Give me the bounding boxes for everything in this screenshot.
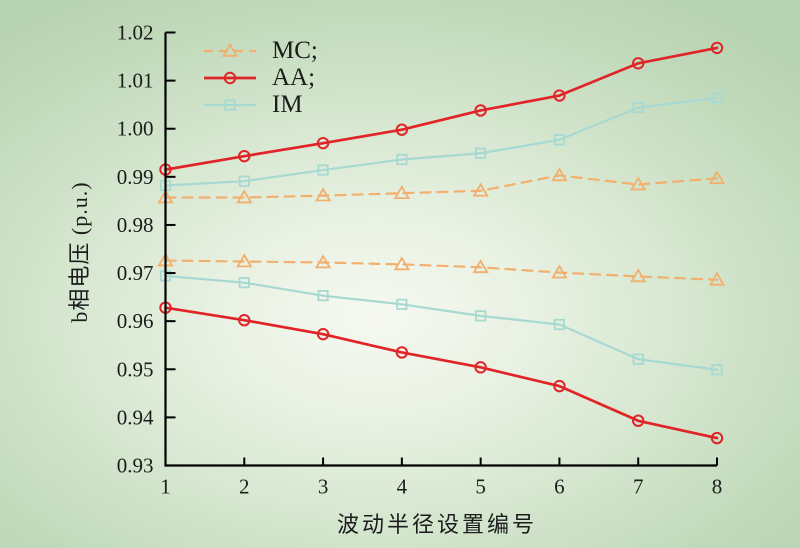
data-point-triangle-marker-icon [630, 176, 647, 191]
data-point-square-marker-icon [553, 318, 566, 331]
data-point-square-marker-icon [238, 277, 250, 289]
data-point-circle-marker-icon [316, 327, 330, 341]
x-tick-label: 1 [160, 475, 171, 499]
x-tick-label: 8 [712, 475, 723, 499]
x-tick-label: 5 [475, 475, 486, 499]
series-line-mc-lower [164, 259, 719, 281]
mc-line-sample-icon [204, 42, 256, 57]
data-point-square-marker-icon [475, 147, 487, 159]
legend-label-im: IM [272, 90, 303, 118]
data-point-circle-marker-icon [238, 314, 251, 327]
data-point-triangle-marker-icon [314, 187, 332, 202]
data-point-triangle-marker-icon [708, 271, 726, 286]
data-point-circle-marker-icon [553, 89, 566, 102]
x-tick-label: 2 [239, 475, 250, 499]
legend-item-im: IM [202, 91, 318, 118]
data-point-circle-marker-icon [316, 136, 330, 150]
data-point-triangle-marker-icon [221, 42, 239, 57]
data-point-square-marker-icon [632, 353, 644, 365]
y-tick-label: 0.97 [117, 261, 154, 285]
data-point-circle-marker-icon [710, 41, 724, 55]
data-point-square-marker-icon [396, 153, 408, 166]
data-point-triangle-marker-icon [708, 170, 726, 185]
data-point-circle-marker-icon [395, 123, 409, 136]
data-point-triangle-marker-icon [472, 182, 489, 197]
data-point-triangle-marker-icon [236, 253, 253, 268]
x-tick-label: 7 [633, 475, 644, 499]
data-point-square-marker-icon [238, 175, 250, 187]
data-point-circle-marker-icon [395, 346, 409, 359]
data-point-triangle-marker-icon [393, 256, 411, 271]
data-point-triangle-marker-icon [236, 189, 253, 204]
y-tick-label: 0.96 [117, 309, 154, 333]
data-point-circle-marker-icon [632, 57, 645, 70]
im-line-sample-icon [204, 98, 256, 111]
data-point-square-marker-icon [317, 290, 329, 302]
legend-item-aa: AA; [202, 64, 318, 91]
legend-item-mc: MC; [202, 37, 318, 64]
x-axis-title: 波动半径设置编号 [336, 512, 537, 537]
y-tick-label: 1.01 [117, 69, 154, 93]
y-tick-label: 0.93 [117, 454, 154, 478]
data-point-square-marker-icon [317, 164, 329, 176]
legend-label-mc: MC; [272, 36, 318, 64]
y-tick-label: 1.02 [117, 21, 154, 45]
aa-line-sample-icon [204, 71, 256, 84]
series-line-aa-upper [164, 46, 719, 171]
data-point-square-marker-icon [475, 310, 487, 322]
y-tick-label: 1.00 [117, 117, 154, 141]
data-point-circle-marker-icon [474, 361, 487, 374]
data-point-square-marker-icon [224, 98, 236, 111]
data-point-square-marker-icon [553, 134, 566, 146]
legend: MC; AA; IM [202, 37, 318, 118]
data-point-square-marker-icon [711, 364, 723, 376]
data-point-circle-marker-icon [238, 149, 251, 163]
data-point-square-marker-icon [396, 298, 408, 310]
data-point-circle-marker-icon [223, 71, 237, 84]
data-point-circle-marker-icon [553, 379, 566, 393]
y-axis-title: b相电压 (p.u.) [67, 181, 92, 323]
x-tick-label: 3 [318, 475, 329, 499]
series-line-im-upper [164, 96, 719, 187]
series-line-aa-lower [164, 306, 719, 440]
data-point-triangle-marker-icon [472, 259, 489, 274]
data-point-circle-marker-icon [710, 431, 724, 445]
y-tick-label: 0.94 [117, 405, 154, 429]
y-tick-label: 0.95 [117, 357, 154, 381]
legend-label-aa: AA; [272, 63, 316, 91]
y-tick-label: 0.98 [117, 213, 154, 237]
data-point-circle-marker-icon [474, 104, 487, 117]
x-tick-label: 4 [397, 475, 408, 499]
data-point-triangle-marker-icon [314, 254, 332, 269]
data-point-circle-marker-icon [632, 414, 645, 427]
x-tick-label: 6 [554, 475, 565, 499]
y-tick-label: 0.99 [117, 165, 154, 189]
data-point-triangle-marker-icon [630, 268, 647, 283]
series-line-im-lower [164, 274, 719, 371]
data-point-triangle-marker-icon [551, 167, 568, 182]
data-point-triangle-marker-icon [551, 264, 568, 279]
data-point-square-marker-icon [632, 101, 644, 114]
data-point-square-marker-icon [711, 92, 723, 104]
data-point-triangle-marker-icon [393, 185, 411, 199]
series-line-mc-upper [164, 174, 719, 199]
